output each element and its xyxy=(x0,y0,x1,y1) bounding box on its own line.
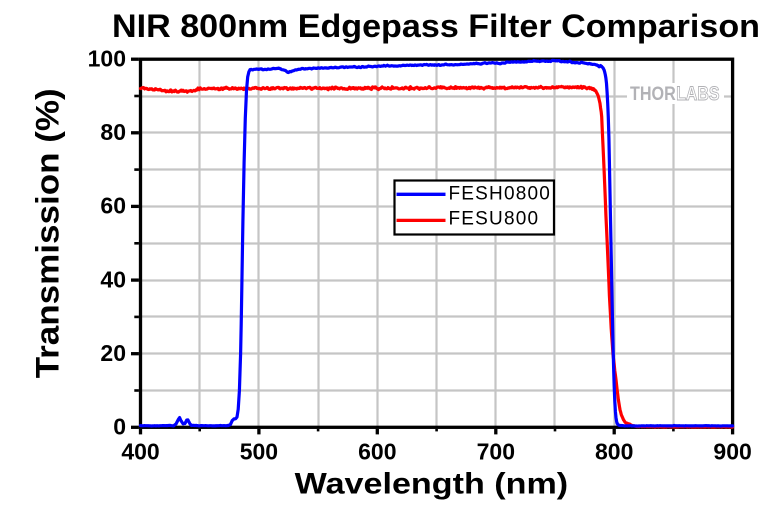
svg-text:60: 60 xyxy=(100,193,126,219)
svg-text:Wavelength (nm): Wavelength (nm) xyxy=(295,467,569,500)
svg-text:600: 600 xyxy=(358,438,396,464)
svg-text:500: 500 xyxy=(240,438,278,464)
svg-text:FESH0800: FESH0800 xyxy=(449,184,552,205)
svg-text:100: 100 xyxy=(88,46,126,72)
svg-text:LABS: LABS xyxy=(676,84,719,105)
svg-text:40: 40 xyxy=(100,266,126,292)
svg-text:Transmission (%): Transmission (%) xyxy=(30,88,66,378)
svg-text:400: 400 xyxy=(121,438,159,464)
svg-text:20: 20 xyxy=(100,340,126,366)
svg-text:NIR 800nm Edgepass Filter Comp: NIR 800nm Edgepass Filter Comparison xyxy=(112,8,760,44)
svg-text:0: 0 xyxy=(113,414,126,440)
svg-text:700: 700 xyxy=(477,438,515,464)
svg-text:FESU800: FESU800 xyxy=(449,209,540,230)
svg-text:80: 80 xyxy=(100,119,126,145)
svg-text:800: 800 xyxy=(595,438,633,464)
svg-text:900: 900 xyxy=(713,438,751,464)
svg-text:THOR: THOR xyxy=(630,84,676,105)
